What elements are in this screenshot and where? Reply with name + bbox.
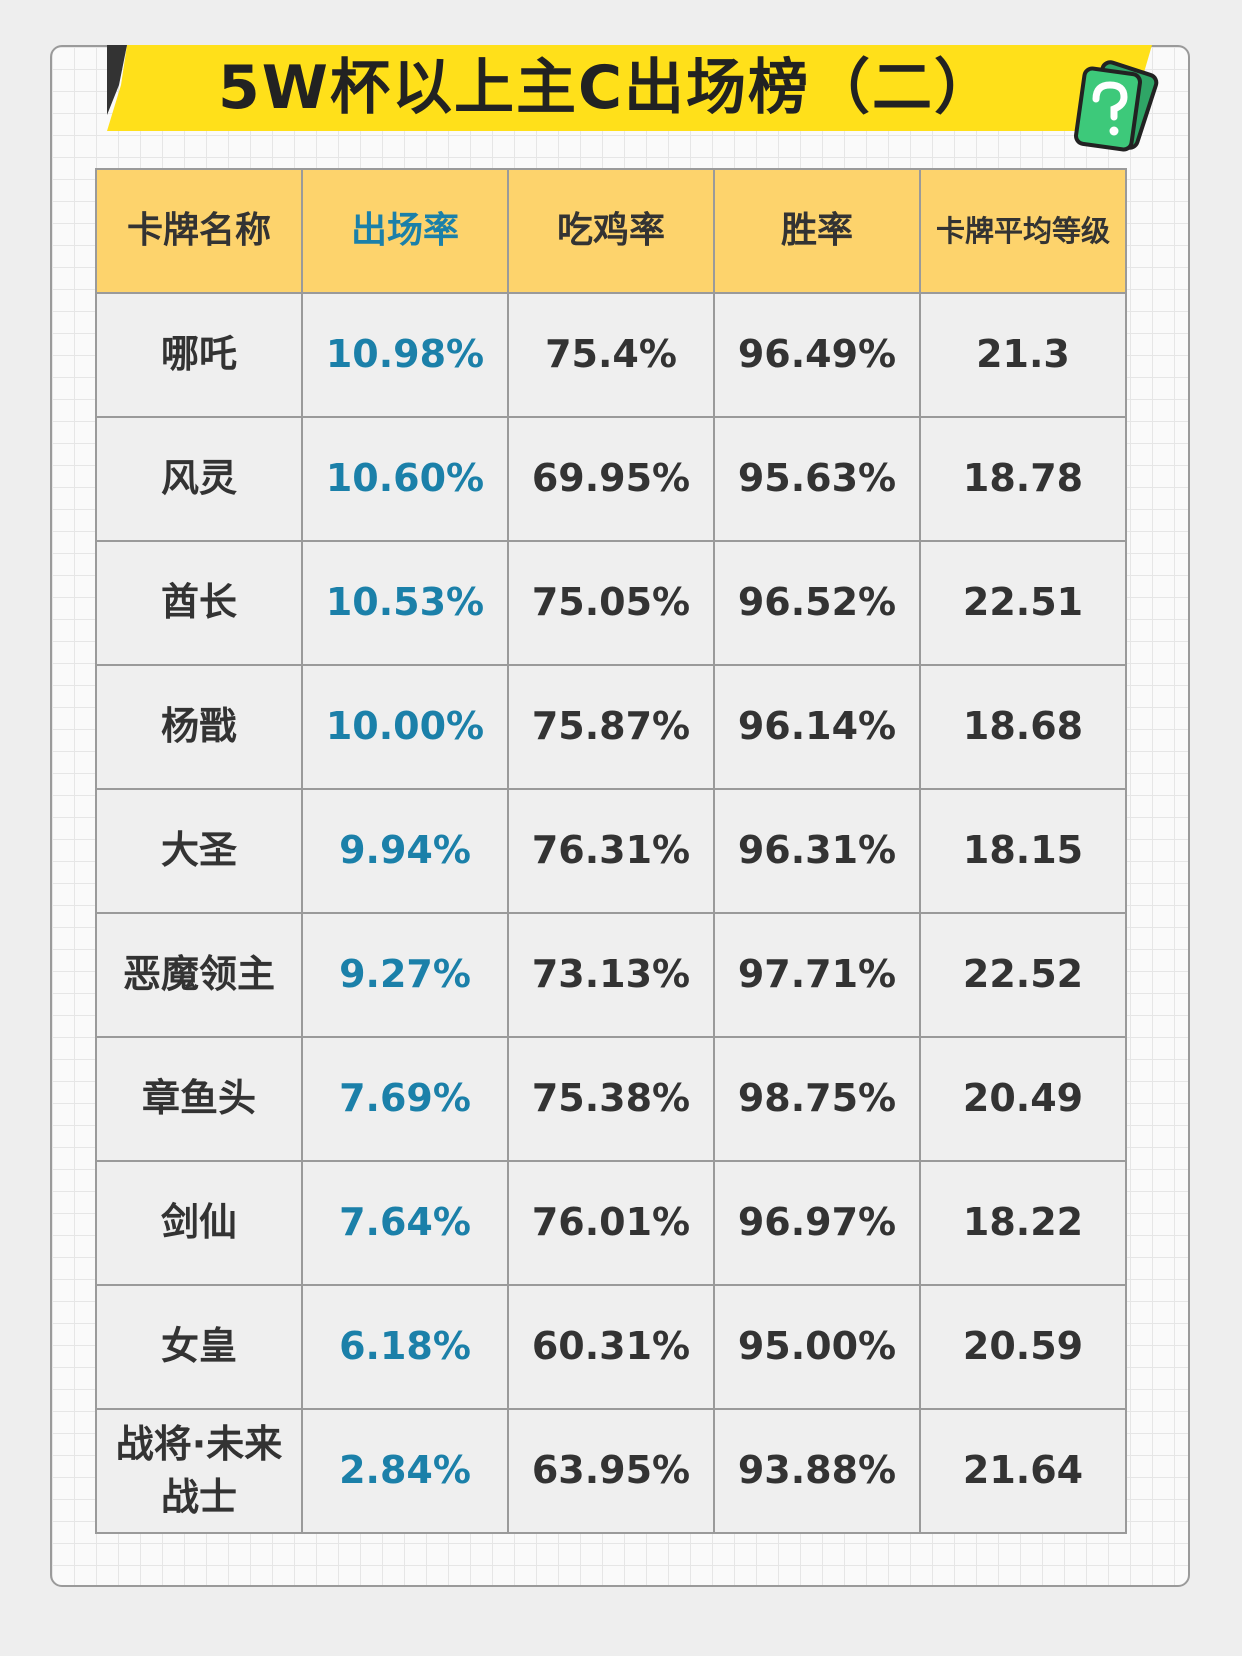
table-cell: 20.59 bbox=[919, 1284, 1127, 1410]
table-row: 风灵 10.60% 69.95% 95.63% 18.78 bbox=[95, 416, 1127, 542]
column-header: 出场率 bbox=[301, 168, 509, 294]
table-cell: 战将·未来战士 bbox=[95, 1408, 303, 1534]
table-row: 女皇 6.18% 60.31% 95.00% 20.59 bbox=[95, 1284, 1127, 1410]
stats-table: 卡牌名称 出场率 吃鸡率 胜率 卡牌平均等级 哪吒 10.98% 75.4% 96.49% 21… bbox=[95, 168, 1127, 1534]
table-cell: 7.64% bbox=[301, 1160, 509, 1286]
table-cell: 60.31% bbox=[507, 1284, 715, 1410]
table-cell: 章鱼头 bbox=[95, 1036, 303, 1162]
table-cell: 20.49 bbox=[919, 1036, 1127, 1162]
table-body: 哪吒 10.98% 75.4% 96.49% 21.3 风灵 10.60% 69.95% 95.… bbox=[95, 292, 1127, 1534]
table-cell: 风灵 bbox=[95, 416, 303, 542]
table-cell: 96.52% bbox=[713, 540, 921, 666]
table-cell: 97.71% bbox=[713, 912, 921, 1038]
table-cell: 女皇 bbox=[95, 1284, 303, 1410]
table-cell: 6.18% bbox=[301, 1284, 509, 1410]
table-cell: 10.60% bbox=[301, 416, 509, 542]
table-cell: 2.84% bbox=[301, 1408, 509, 1534]
table-cell: 18.15 bbox=[919, 788, 1127, 914]
table-row: 恶魔领主 9.27% 73.13% 97.71% 22.52 bbox=[95, 912, 1127, 1038]
header-row: 卡牌名称 出场率 吃鸡率 胜率 卡牌平均等级 bbox=[95, 168, 1127, 294]
table-cell: 75.05% bbox=[507, 540, 715, 666]
table-cell: 9.94% bbox=[301, 788, 509, 914]
table-cell: 10.98% bbox=[301, 292, 509, 418]
table-cell: 酋长 bbox=[95, 540, 303, 666]
table-cell: 18.68 bbox=[919, 664, 1127, 790]
table-cell: 恶魔领主 bbox=[95, 912, 303, 1038]
table-cell: 96.14% bbox=[713, 664, 921, 790]
table-cell: 98.75% bbox=[713, 1036, 921, 1162]
column-header: 吃鸡率 bbox=[507, 168, 715, 294]
table-cell: 96.97% bbox=[713, 1160, 921, 1286]
title-banner bbox=[107, 45, 1152, 131]
table-row: 章鱼头 7.69% 75.38% 98.75% 20.49 bbox=[95, 1036, 1127, 1162]
table-cell: 63.95% bbox=[507, 1408, 715, 1534]
table-cell: 69.95% bbox=[507, 416, 715, 542]
table-cell: 95.63% bbox=[713, 416, 921, 542]
table-cell: 75.4% bbox=[507, 292, 715, 418]
table-cell: 93.88% bbox=[713, 1408, 921, 1534]
table-cell: 剑仙 bbox=[95, 1160, 303, 1286]
card-icon bbox=[1074, 60, 1159, 152]
table-cell: 75.38% bbox=[507, 1036, 715, 1162]
table-row: 杨戬 10.00% 75.87% 96.14% 18.68 bbox=[95, 664, 1127, 790]
table-row: 哪吒 10.98% 75.4% 96.49% 21.3 bbox=[95, 292, 1127, 418]
table-cell: 7.69% bbox=[301, 1036, 509, 1162]
table-cell: 96.31% bbox=[713, 788, 921, 914]
table-row: 剑仙 7.64% 76.01% 96.97% 18.22 bbox=[95, 1160, 1127, 1286]
table-cell: 9.27% bbox=[301, 912, 509, 1038]
title: 5W杯以上主C出场榜（二） bbox=[218, 53, 996, 123]
table-cell: 21.3 bbox=[919, 292, 1127, 418]
column-header: 卡牌名称 bbox=[95, 168, 303, 294]
table-cell: 22.51 bbox=[919, 540, 1127, 666]
column-header: 胜率 bbox=[713, 168, 921, 294]
table-cell: 18.22 bbox=[919, 1160, 1127, 1286]
table-cell: 大圣 bbox=[95, 788, 303, 914]
table-cell: 76.01% bbox=[507, 1160, 715, 1286]
table-row: 酋长 10.53% 75.05% 96.52% 22.51 bbox=[95, 540, 1127, 666]
table-cell: 杨戬 bbox=[95, 664, 303, 790]
table-cell: 96.49% bbox=[713, 292, 921, 418]
column-header: 卡牌平均等级 bbox=[919, 168, 1127, 294]
table-cell: 22.52 bbox=[919, 912, 1127, 1038]
table-cell: 10.00% bbox=[301, 664, 509, 790]
table-cell: 76.31% bbox=[507, 788, 715, 914]
table-cell: 18.78 bbox=[919, 416, 1127, 542]
table-cell: 75.87% bbox=[507, 664, 715, 790]
table-row: 大圣 9.94% 76.31% 96.31% 18.15 bbox=[95, 788, 1127, 914]
table-cell: 95.00% bbox=[713, 1284, 921, 1410]
table-cell: 哪吒 bbox=[95, 292, 303, 418]
table-row: 战将·未来战士 2.84% 63.95% 93.88% 21.64 bbox=[95, 1408, 1127, 1534]
table-cell: 21.64 bbox=[919, 1408, 1127, 1534]
table-cell: 10.53% bbox=[301, 540, 509, 666]
table-cell: 73.13% bbox=[507, 912, 715, 1038]
